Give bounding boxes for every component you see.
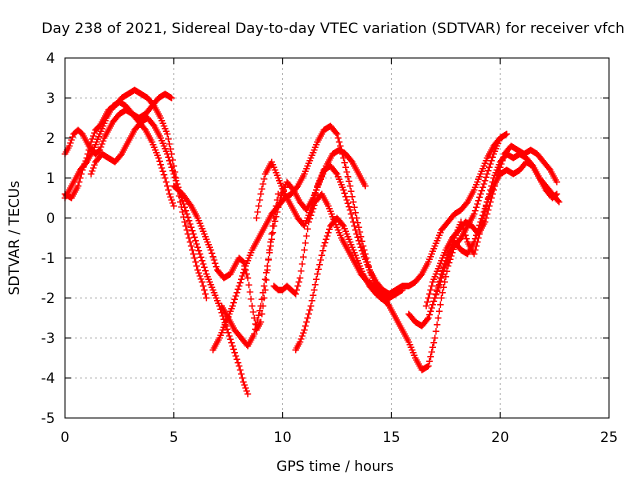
data-point-markers: [292, 134, 504, 354]
y-tick-label: -5: [41, 411, 55, 427]
series-arc-4: [87, 114, 252, 398]
series-arc-10: [292, 134, 504, 354]
series-arc-8: [253, 158, 400, 298]
series-arc-11: [366, 130, 510, 374]
series-arc-5: [170, 182, 282, 334]
data-points: [61, 86, 563, 398]
axis-ticks: 0 5 10 15 20 25 -5 -4 -3 -2 -1 0 1 2 3 4: [41, 51, 618, 446]
y-tick-label: 2: [46, 131, 55, 147]
y-tick-label: -1: [41, 251, 55, 267]
x-tick-label: 0: [61, 430, 70, 446]
x-tick-label: 20: [491, 430, 509, 446]
plot-frame: [64, 57, 610, 419]
y-axis-label: SDTVAR / TECUs: [7, 181, 23, 296]
chart-title: Day 238 of 2021, Sidereal Day-to-day VTE…: [41, 21, 624, 37]
y-tick-label: 4: [46, 51, 55, 67]
y-tick-label: -2: [41, 291, 55, 307]
data-point-markers: [431, 150, 563, 302]
y-tick-label: 0: [46, 211, 55, 227]
x-tick-label: 25: [600, 430, 618, 446]
y-tick-label: 3: [46, 91, 55, 107]
y-tick-label: 1: [46, 171, 55, 187]
data-point-markers: [366, 130, 510, 374]
data-point-markers: [87, 114, 252, 398]
x-tick-label: 5: [169, 430, 178, 446]
y-tick-label: -3: [41, 331, 55, 347]
x-tick-label: 10: [274, 430, 292, 446]
x-axis-label: GPS time / hours: [276, 459, 393, 475]
x-tick-label: 15: [382, 430, 400, 446]
data-point-markers: [253, 158, 400, 298]
series-arc-14: [431, 150, 563, 302]
data-point-markers: [170, 182, 282, 334]
y-tick-label: -4: [41, 371, 55, 387]
